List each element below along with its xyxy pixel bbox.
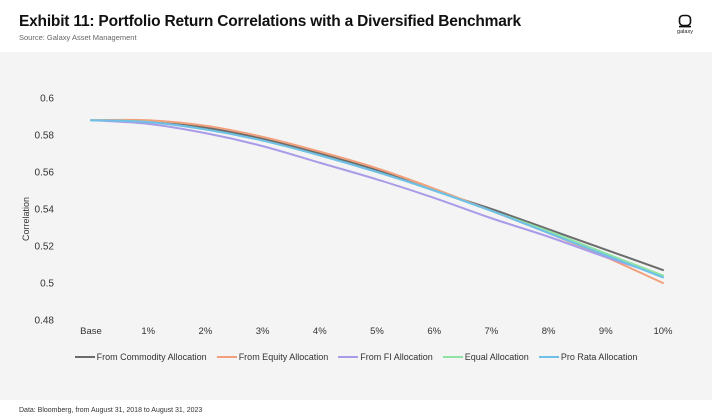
series-line-0 bbox=[90, 119, 664, 272]
x-tick-label: Base bbox=[80, 326, 102, 337]
x-tick-label: 8% bbox=[542, 326, 556, 337]
x-tick-label: 4% bbox=[313, 326, 327, 337]
x-tick-label: 1% bbox=[141, 326, 155, 337]
x-axis: Base 1% 2% 3% 4% 5% 6% 7% 8% 9% 10% bbox=[80, 326, 673, 337]
x-tick-label: 7% bbox=[485, 326, 499, 337]
legend-swatch bbox=[442, 356, 463, 358]
legend-label: From Equity Allocation bbox=[238, 352, 329, 362]
legend-label: Pro Rata Allocation bbox=[560, 352, 638, 362]
x-tick-label: 6% bbox=[427, 326, 441, 337]
legend-label: Equal Allocation bbox=[464, 352, 529, 362]
x-tick-label: 3% bbox=[256, 326, 270, 337]
y-tick-label: 0.5 bbox=[40, 279, 54, 290]
legend-swatch bbox=[338, 356, 359, 358]
chart-source: Source: Galaxy Asset Management bbox=[19, 33, 137, 42]
series-line-3 bbox=[90, 119, 664, 277]
logo-text: galaxy bbox=[677, 29, 693, 35]
y-tick-label: 0.6 bbox=[40, 94, 54, 105]
legend-item: Equal Allocation bbox=[442, 352, 529, 362]
chart-title: Exhibit 11: Portfolio Return Correlation… bbox=[19, 13, 521, 30]
legend: From Commodity Allocation From Equity All… bbox=[0, 352, 712, 362]
legend-item: From FI Allocation bbox=[338, 352, 433, 362]
legend-item: From Commodity Allocation bbox=[74, 352, 207, 362]
series-lines bbox=[90, 118, 664, 284]
series-line-2 bbox=[90, 119, 664, 277]
y-axis: 0.48 0.5 0.52 0.54 0.56 0.58 0.6 bbox=[35, 94, 55, 327]
galaxy-logo: galaxy bbox=[673, 14, 697, 35]
line-chart: 0.48 0.5 0.52 0.54 0.56 0.58 0.6 Base 1% 2% 3% 4% 5… bbox=[21, 94, 673, 338]
x-tick-label: 5% bbox=[370, 326, 384, 337]
legend-label: From Commodity Allocation bbox=[96, 352, 207, 362]
galaxy-logo-icon bbox=[678, 14, 692, 28]
x-tick-label: 10% bbox=[653, 326, 673, 337]
series-line-1 bbox=[90, 118, 664, 284]
y-tick-label: 0.48 bbox=[35, 316, 55, 327]
legend-swatch bbox=[74, 356, 95, 358]
y-axis-label: Correlation bbox=[21, 197, 31, 241]
y-tick-label: 0.56 bbox=[35, 168, 55, 179]
legend-swatch bbox=[216, 356, 237, 358]
y-tick-label: 0.54 bbox=[35, 205, 55, 216]
x-tick-label: 9% bbox=[599, 326, 613, 337]
legend-label: From FI Allocation bbox=[360, 352, 433, 362]
y-tick-label: 0.58 bbox=[35, 131, 55, 142]
legend-item: From Equity Allocation bbox=[216, 352, 329, 362]
series-line-4 bbox=[90, 119, 664, 279]
chart-panel: 0.48 0.5 0.52 0.54 0.56 0.58 0.6 Base 1% 2% 3% 4% 5… bbox=[0, 52, 712, 400]
legend-swatch bbox=[538, 356, 559, 358]
legend-item: Pro Rata Allocation bbox=[538, 352, 638, 362]
y-tick-label: 0.52 bbox=[35, 242, 55, 253]
x-tick-label: 2% bbox=[199, 326, 213, 337]
footer-note: Data: Bloomberg, from August 31, 2018 to… bbox=[19, 407, 203, 414]
